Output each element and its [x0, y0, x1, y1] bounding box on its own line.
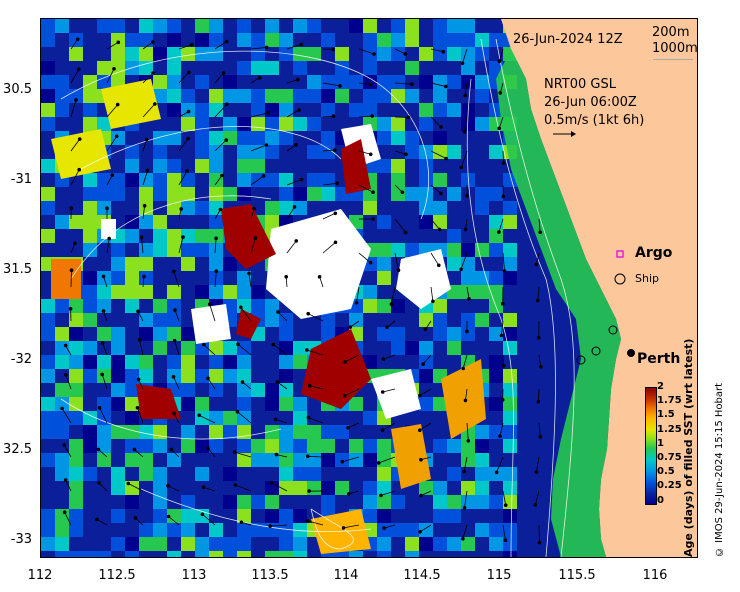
current-scale-label: 0.5m/s (1kt 6h) — [544, 113, 645, 128]
perth-city-label[interactable]: Perth — [637, 351, 681, 367]
copyright-credit: © IMOS 29-Jun-2024 15:15 Hobart — [714, 382, 725, 558]
latitude-tick-label: 30.5 — [3, 82, 32, 97]
longitude-tick-label: 113 — [181, 568, 207, 583]
colorbar-tick-label: 0.25 — [657, 480, 682, 492]
ship-legend-label: Ship — [635, 272, 659, 285]
colorbar-title: Age (days) of filled SST (wrt latest) — [682, 338, 695, 558]
longitude-tick-label: 112.5 — [98, 568, 136, 583]
longitude-tick-label: 112 — [27, 568, 53, 583]
colorbar-tick-label: 2 — [657, 381, 664, 392]
colorbar — [645, 387, 657, 505]
current-scale-arrow-icon — [553, 131, 576, 137]
mid-age-patches — [51, 79, 486, 554]
colorbar-tick-label: 0 — [657, 494, 664, 506]
longitude-tick-label: 114 — [333, 568, 359, 583]
colorbar-tick-label: 1.25 — [657, 423, 682, 435]
latitude-tick-label: -32 — [10, 352, 32, 367]
latitude-tick-label: 31.5 — [3, 262, 32, 277]
map-timestamp: 26-Jun-2024 12Z — [513, 32, 623, 47]
colorbar-tick-label: 0.5 — [657, 466, 675, 478]
bathymetry-contours — [60, 38, 575, 557]
longitude-tick-label: 116 — [642, 568, 668, 583]
sst-age-map[interactable] — [41, 19, 697, 557]
colorbar-tick-label: 0.75 — [657, 452, 682, 463]
bathymetry-200m-label: 200m — [652, 25, 690, 40]
ship-track-marker-2[interactable] — [591, 346, 601, 356]
longitude-tick-label: 115.5 — [558, 568, 596, 583]
latitude-tick-label: -33 — [10, 532, 32, 547]
old-data-patches — [136, 139, 371, 419]
ship-marker-icon — [614, 273, 626, 285]
argo-legend-label: Argo — [635, 245, 673, 261]
perth-location-dot — [627, 349, 635, 357]
map-markers — [576, 325, 635, 365]
bathymetry-1000m-label: 1000m — [652, 41, 698, 56]
colorbar-tick-label: 1.5 — [657, 409, 675, 421]
current-vectors — [60, 37, 543, 545]
longitude-tick-label: 113.5 — [251, 568, 289, 583]
ship-track-marker-3[interactable] — [576, 355, 586, 365]
colorbar-tick-label: 1.75 — [657, 395, 682, 407]
colorbar-tick-label: 1 — [657, 437, 664, 449]
ship-track-marker-1[interactable] — [608, 325, 618, 335]
latitude-tick-label: 32.5 — [3, 442, 32, 457]
argo-marker-icon — [616, 250, 624, 258]
map-panel[interactable]: 26-Jun-2024 12Z 200m 1000m NRT00 GSL 26-… — [40, 18, 698, 558]
current-product-label: NRT00 GSL — [544, 77, 616, 92]
current-time-label: 26-Jun 06:00Z — [544, 95, 637, 110]
latitude-tick-label: -31 — [10, 172, 32, 187]
longitude-tick-label: 115 — [486, 568, 512, 583]
longitude-tick-label: 114.5 — [403, 568, 441, 583]
bathymetry-legend-line — [653, 59, 693, 60]
